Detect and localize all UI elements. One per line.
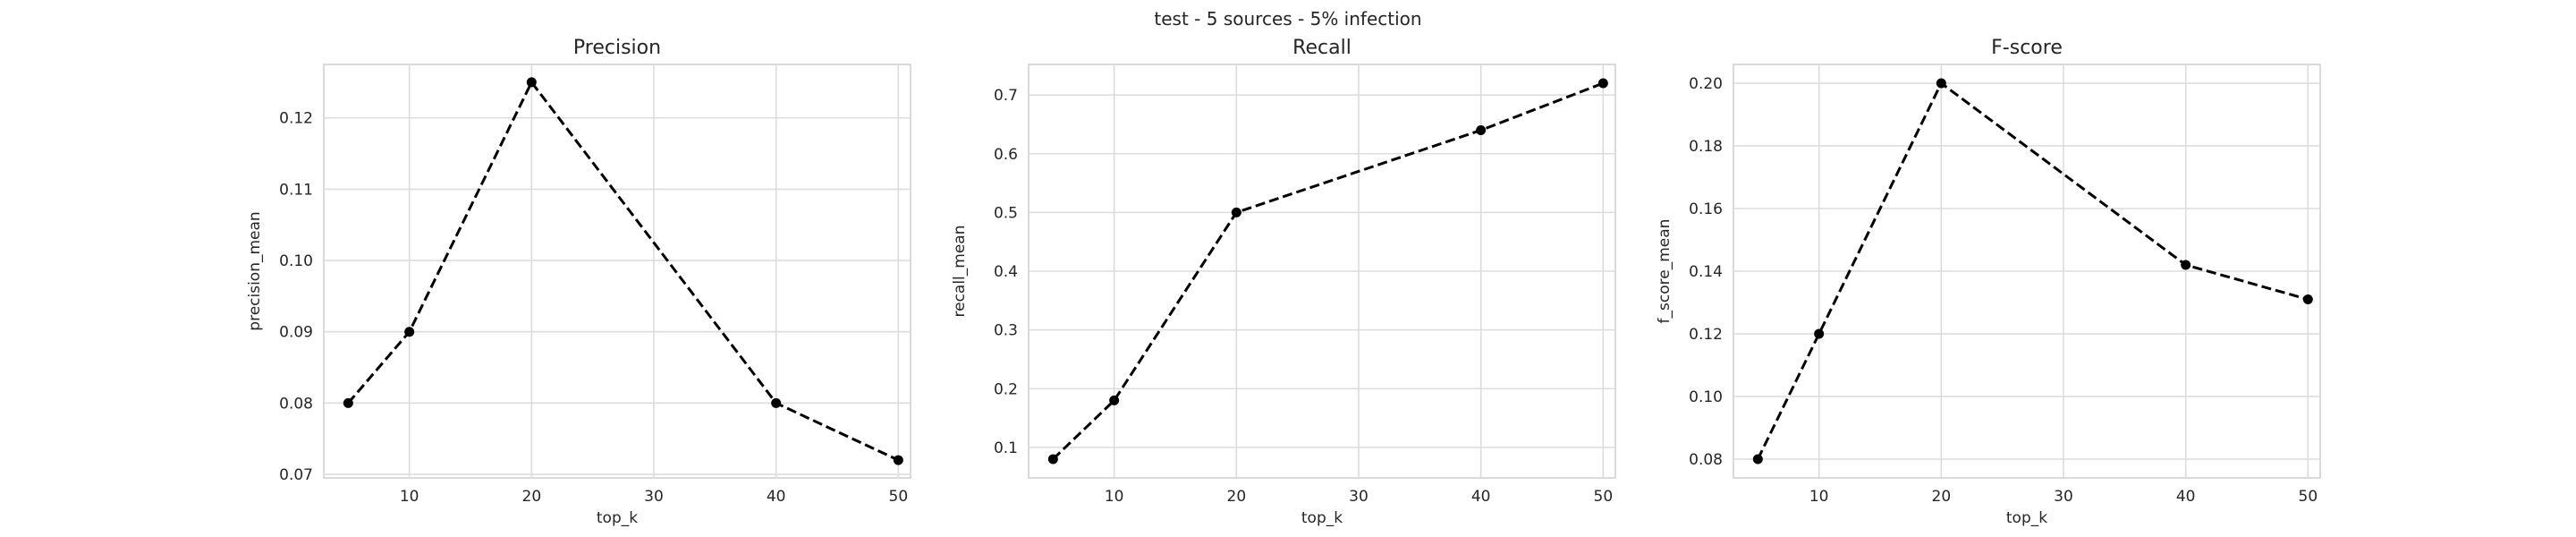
x-tick-label: 40 — [2176, 488, 2196, 506]
data-point — [343, 397, 353, 408]
series-line — [347, 80, 899, 462]
figure-suptitle: test - 5 sources - 5% infection — [1154, 8, 1421, 30]
x-tick-label: 30 — [644, 488, 664, 506]
y-axis-label: recall_mean — [951, 226, 969, 318]
x-axis-label: top_k — [2006, 509, 2047, 527]
subplot-3: 10 20 30 40 50 0.08 0.10 0.12 0.14 0.16 0.18 0.20 F-… — [1656, 37, 2321, 527]
x-tick-label: 50 — [889, 488, 909, 506]
y-tick-label: 0.16 — [1689, 200, 1723, 218]
y-tick-label: 0.6 — [994, 146, 1018, 164]
y-tick-label: 0.3 — [994, 322, 1018, 340]
x-tick-label: 20 — [1932, 488, 1952, 506]
data-point — [2302, 294, 2313, 304]
data-point — [1752, 454, 1763, 465]
y-tick-label: 0.7 — [994, 87, 1018, 105]
x-tick-label: 20 — [1227, 488, 1247, 506]
plot-area — [323, 64, 911, 479]
y-tick-label: 0.2 — [994, 380, 1018, 398]
data-point — [404, 327, 415, 337]
y-tick-label: 0.18 — [1689, 138, 1723, 156]
subplot-title: Precision — [573, 37, 661, 59]
data-point — [1936, 78, 1946, 89]
subplot-1: 10 20 30 40 50 0.07 0.08 0.09 0.10 0.11 0.12 Precis… — [246, 37, 911, 527]
y-tick-label: 0.08 — [279, 395, 313, 413]
y-axis-label: precision_mean — [246, 211, 264, 330]
y-tick-label: 0.10 — [279, 252, 313, 270]
x-tick-label: 10 — [400, 488, 419, 506]
subplot-2: 10 20 30 40 50 0.1 0.2 0.3 0.4 0.5 0.6 0.7 Recall top… — [951, 37, 1616, 527]
y-tick-label: 0.12 — [279, 110, 313, 128]
x-tick-label: 30 — [2054, 488, 2073, 506]
x-axis-label: top_k — [1301, 509, 1343, 527]
x-axis-label: top_k — [597, 509, 638, 527]
x-tick-label: 40 — [767, 488, 786, 506]
subplot-title: F-score — [1991, 37, 2063, 59]
data-point — [893, 455, 903, 465]
x-tick-label: 50 — [2299, 488, 2318, 506]
y-tick-label: 0.11 — [279, 181, 313, 199]
y-axis-label: f_score_mean — [1656, 219, 1674, 324]
y-tick-label: 0.10 — [1689, 388, 1723, 406]
y-tick-label: 0.1 — [994, 439, 1018, 457]
x-tick-label: 20 — [522, 488, 542, 506]
y-tick-label: 0.07 — [279, 466, 313, 484]
data-point — [771, 397, 782, 408]
data-point — [1814, 328, 1825, 339]
y-tick-label: 0.09 — [279, 324, 313, 342]
subplots: 10 20 30 40 50 0.07 0.08 0.09 0.10 0.11 0.12 Precis… — [246, 37, 2321, 527]
y-tick-label: 0.14 — [1689, 263, 1723, 281]
data-point — [2181, 260, 2191, 270]
x-tick-label: 40 — [1471, 488, 1491, 506]
y-tick-label: 0.08 — [1689, 451, 1723, 469]
y-tick-label: 0.4 — [994, 263, 1018, 281]
data-point — [526, 77, 537, 88]
y-tick-label: 0.12 — [1689, 326, 1723, 344]
y-tick-label: 0.5 — [994, 204, 1018, 222]
data-point — [1047, 454, 1058, 465]
x-tick-label: 50 — [1594, 488, 1614, 506]
x-tick-label: 30 — [1349, 488, 1368, 506]
y-tick-label: 0.20 — [1689, 75, 1723, 93]
data-point — [1476, 125, 1487, 135]
data-point — [1231, 207, 1241, 217]
subplot-title: Recall — [1292, 37, 1352, 59]
data-point — [1109, 395, 1120, 405]
x-tick-label: 10 — [1809, 488, 1829, 506]
data-point — [1597, 78, 1608, 89]
x-tick-label: 10 — [1105, 488, 1124, 506]
